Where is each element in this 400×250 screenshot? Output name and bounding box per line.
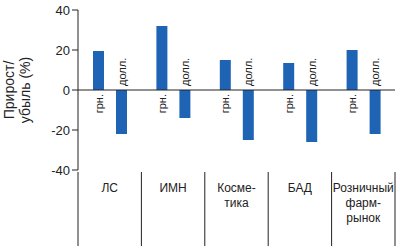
- svg-text:тика: тика: [224, 196, 249, 210]
- svg-text:БАД: БАД: [288, 181, 312, 195]
- svg-text:грн.: грн.: [283, 94, 295, 113]
- svg-text:грн.: грн.: [219, 94, 231, 113]
- svg-text:долл.: долл.: [179, 58, 191, 86]
- svg-text:Розничный: Розничный: [333, 181, 392, 195]
- svg-text:фарм-: фарм-: [346, 196, 381, 210]
- svg-text:-20: -20: [51, 123, 70, 138]
- svg-text:долл.: долл.: [116, 58, 128, 86]
- svg-text:ЛС: ЛС: [101, 181, 118, 195]
- svg-text:долл.: долл.: [242, 58, 254, 86]
- svg-text:Прирост/: Прирост/: [8, 61, 17, 120]
- svg-text:0: 0: [63, 83, 70, 98]
- svg-text:убыль (%): убыль (%): [17, 57, 33, 123]
- svg-text:грн.: грн.: [346, 94, 358, 113]
- svg-text:долл.: долл.: [306, 58, 318, 86]
- svg-text:долл.: долл.: [369, 58, 381, 86]
- svg-text:грн.: грн.: [156, 94, 168, 113]
- svg-text:20: 20: [56, 43, 70, 58]
- svg-text:40: 40: [56, 3, 70, 18]
- svg-text:ИМН: ИМН: [159, 181, 186, 195]
- svg-text:рынок: рынок: [346, 211, 381, 225]
- svg-text:грн.: грн.: [93, 94, 105, 113]
- svg-text:Косме-: Косме-: [217, 181, 256, 195]
- svg-text:-40: -40: [51, 163, 70, 178]
